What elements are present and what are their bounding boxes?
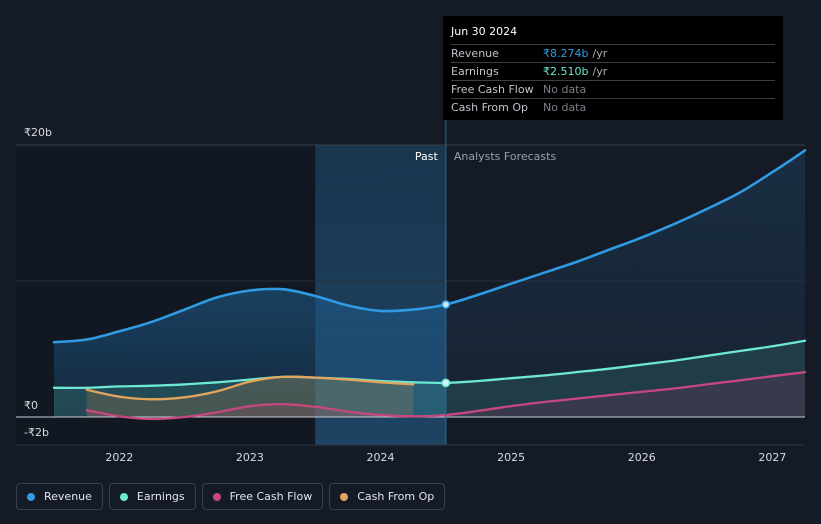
tooltip-unit: /yr xyxy=(592,47,608,60)
earnings-marker xyxy=(441,378,451,388)
tooltip-date: Jun 30 2024 xyxy=(451,25,518,38)
earnings-forecast-area xyxy=(445,340,805,417)
tooltip: Jun 30 2024 Revenue ₹8.274b /yr Earnings… xyxy=(443,16,783,120)
tooltip-label: Earnings xyxy=(451,65,499,78)
legend-label: Earnings xyxy=(136,490,185,503)
tooltip-label: Revenue xyxy=(451,47,499,60)
free-cash-flow-past-area xyxy=(86,404,446,420)
y-tick-label: ₹0 xyxy=(24,399,38,412)
tooltip-row-fcf: Free Cash Flow No data xyxy=(451,80,775,98)
legend-label: Free Cash Flow xyxy=(229,490,313,503)
earnings-line xyxy=(52,339,807,390)
legend-item-free-cash-flow[interactable]: Free Cash Flow xyxy=(201,483,324,510)
x-tick-label: 2023 xyxy=(236,451,264,464)
cash-from-op-line xyxy=(85,375,415,401)
y-tick-label: -₹2b xyxy=(24,426,49,439)
legend-item-revenue[interactable]: Revenue xyxy=(16,483,103,510)
revenue-marker xyxy=(441,300,451,309)
y-tick-label: ₹20b xyxy=(24,126,52,139)
legend-label: Cash From Op xyxy=(357,490,435,503)
tooltip-unit: /yr xyxy=(592,65,608,78)
revenue-forecast-area xyxy=(445,150,805,417)
cash-from-op-dot-icon xyxy=(340,492,349,501)
legend-item-cash-from-op[interactable]: Cash From Op xyxy=(329,483,446,510)
tooltip-label: Cash From Op xyxy=(451,101,529,114)
tooltip-row-cfo: Cash From Op No data xyxy=(451,98,775,116)
tooltip-value: No data xyxy=(543,83,587,96)
x-tick-label: 2027 xyxy=(758,451,786,464)
x-tick-label: 2026 xyxy=(628,451,656,464)
tooltip-row-earnings: Earnings ₹2.510b /yr xyxy=(451,62,775,80)
tooltip-row-revenue: Revenue ₹8.274b /yr xyxy=(451,44,775,62)
forecast-label: Analysts Forecasts xyxy=(454,150,557,163)
free-cash-flow-dot-icon xyxy=(212,492,221,501)
revenue-line xyxy=(52,149,807,344)
tooltip-value: ₹2.510b xyxy=(543,65,589,78)
cash-from-op-past-area xyxy=(86,376,414,417)
earnings-dot-icon xyxy=(119,492,128,501)
x-tick-label: 2022 xyxy=(105,451,133,464)
x-tick-label: 2025 xyxy=(497,451,525,464)
legend-item-earnings[interactable]: Earnings xyxy=(108,483,196,510)
tooltip-label: Free Cash Flow xyxy=(451,83,534,96)
tooltip-value: No data xyxy=(543,101,587,114)
past-label: Past xyxy=(415,150,439,163)
tooltip-value: ₹8.274b xyxy=(543,47,589,60)
revenue-dot-icon xyxy=(27,492,35,501)
legend: Revenue Earnings Free Cash Flow Cash Fro… xyxy=(16,483,446,510)
legend-label: Revenue xyxy=(44,490,92,503)
x-tick-label: 2024 xyxy=(367,451,395,464)
